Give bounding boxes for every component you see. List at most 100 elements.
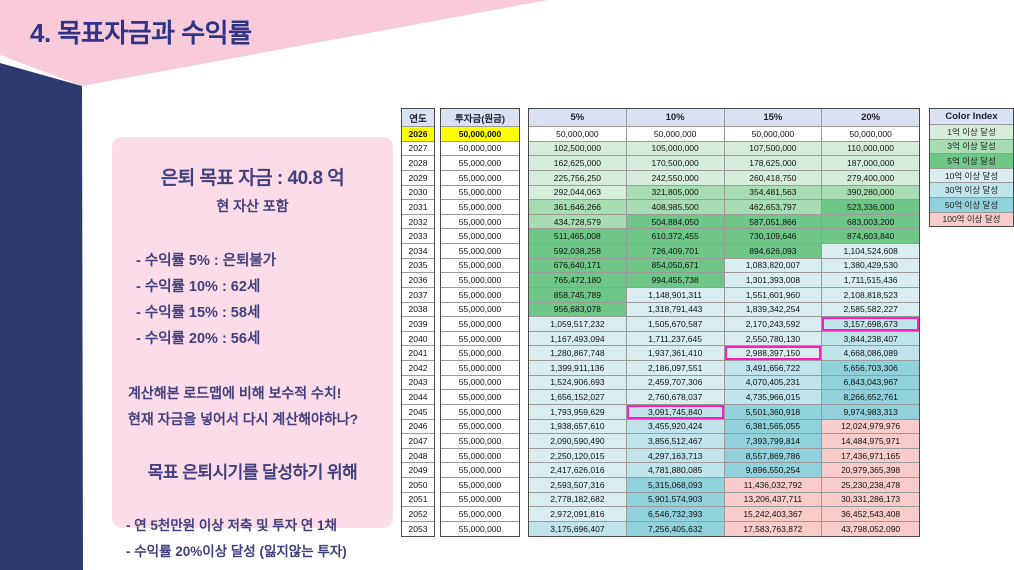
return-cell: 225,756,250 <box>529 170 626 185</box>
return-cell: 3,175,696,407 <box>529 521 626 536</box>
return-cell: 7,256,405,632 <box>625 521 724 536</box>
table-row: 55,000,000 <box>441 316 519 331</box>
principal-cell: 50,000,000 <box>458 143 502 154</box>
return-cell: 20,979,365,398 <box>821 463 919 477</box>
return-cell: 1,280,867,748 <box>529 346 626 360</box>
return-cell: 730,109,646 <box>723 229 822 243</box>
table-row: 2030 <box>402 184 434 200</box>
table-row: 55,000,000 <box>441 257 519 273</box>
rate-header: 5% <box>529 109 626 126</box>
rate-bullet: - 수익률 10% : 62세 <box>136 279 261 295</box>
principal-cell: 55,000,000 <box>458 392 502 403</box>
goal-bullet: - 연 5천만원 이상 저축 및 투자 연 1채 <box>126 518 337 533</box>
return-cell: 1,505,670,587 <box>625 317 724 331</box>
table-row: 55,000,000 <box>441 345 519 360</box>
year-cell: 2029 <box>408 172 428 183</box>
table-row: 55,000,000 <box>441 199 519 214</box>
table-row: 55,000,000 <box>441 330 519 346</box>
color-index-title: Color Index <box>930 109 1013 124</box>
table-row: 50,000,000 <box>441 126 519 141</box>
return-cell: 1,059,517,232 <box>529 317 626 331</box>
table-row: 1,656,152,027 2,760,678,037 4,735,966,015 8… <box>529 389 919 404</box>
table-row: 858,745,789 1,148,901,311 1,551,601,960 2,1… <box>529 286 919 302</box>
year-column-table: 연도 2026 2027 2028 2029 2030 2031 2032 2033 2034 20… <box>401 108 435 537</box>
return-cell: 4,668,086,089 <box>821 346 919 360</box>
table-row: 55,000,000 <box>441 360 519 375</box>
principal-cell: 55,000,000 <box>458 479 502 490</box>
return-cell: 50,000,000 <box>529 127 626 141</box>
year-cell: 2049 <box>408 465 428 476</box>
table-row: 225,756,250 242,550,000 260,418,750 279,400… <box>529 169 919 185</box>
table-row: 2039 <box>402 316 434 331</box>
year-cell: 2048 <box>408 450 428 461</box>
table-row: 1,793,959,629 3,091,745,840 5,501,360,918 9… <box>529 403 919 419</box>
return-cell: 390,280,000 <box>821 185 919 200</box>
return-cell: 610,372,455 <box>625 229 724 243</box>
return-cell: 162,625,000 <box>529 156 626 170</box>
table-row: 2,090,590,490 3,856,512,467 7,393,799,814 1… <box>529 433 919 448</box>
principal-cell: 55,000,000 <box>458 289 502 300</box>
return-cell: 408,985,500 <box>625 200 724 214</box>
rate-header: 20% <box>821 109 919 126</box>
principal-cell: 55,000,000 <box>458 158 502 169</box>
table-row: 2046 <box>402 418 434 434</box>
return-cell: 187,000,000 <box>821 156 919 170</box>
principal-cell: 55,000,000 <box>458 187 502 198</box>
return-cell: 361,646,266 <box>529 200 626 214</box>
principal-cell: 55,000,000 <box>458 406 502 417</box>
return-cell: 13,206,437,711 <box>723 492 822 507</box>
year-cell: 2052 <box>408 509 428 520</box>
table-row: 10억 이상 달성 <box>930 167 1013 183</box>
return-cell: 683,003,200 <box>821 214 919 229</box>
return-cell: 3,491,656,722 <box>723 361 822 375</box>
return-cell: 5,656,703,306 <box>821 361 919 375</box>
rate-bullet-list: - 수익률 5% : 은퇴불가 - 수익률 10% : 62세 - 수익률 15… <box>136 248 393 352</box>
goal-bullet-list: - 연 5천만원 이상 저축 및 투자 연 1채 - 수익률 20%이상 달성 … <box>126 513 393 565</box>
return-cell: 2,170,243,592 <box>723 317 822 331</box>
table-row: 55,000,000 <box>441 243 519 258</box>
year-header: 연도 <box>402 109 434 126</box>
table-row: 676,640,171 854,050,671 1,083,820,007 1,380… <box>529 257 919 273</box>
table-row: 5억 이상 달성 <box>930 153 1013 168</box>
table-row: 2,250,120,015 4,297,163,713 8,557,869,786 1… <box>529 447 919 463</box>
retirement-target-title: 은퇴 목표 자금 : 40.8 억 <box>160 168 345 189</box>
table-row: 2035 <box>402 257 434 273</box>
pink-header-band <box>0 0 548 86</box>
table-row: 2,972,091,816 6,546,732,393 15,242,403,367… <box>529 506 919 521</box>
principal-cell: 55,000,000 <box>458 348 502 359</box>
return-cell: 2,550,780,130 <box>723 331 822 346</box>
year-cell: 2034 <box>408 245 428 256</box>
return-cell: 1,839,342,254 <box>723 302 822 317</box>
return-cell: 9,974,983,313 <box>821 404 919 419</box>
return-cell: 170,500,000 <box>625 156 724 170</box>
return-cell: 2,459,707,306 <box>625 375 724 390</box>
table-row: 592,038,258 726,409,701 894,626,093 1,104,5… <box>529 243 919 258</box>
return-cell: 2,417,626,016 <box>529 463 626 477</box>
year-cell: 2046 <box>408 421 428 432</box>
table-row: 1,524,906,693 2,459,707,306 4,070,405,231 6… <box>529 374 919 390</box>
table-row: 2052 <box>402 506 434 521</box>
principal-cell: 55,000,000 <box>458 275 502 286</box>
table-row: 50,000,000 50,000,000 50,000,000 50,000,000 <box>529 126 919 141</box>
table-row: 765,472,180 994,455,738 1,301,393,008 1,711… <box>529 272 919 287</box>
color-index-item: 3억 이상 달성 <box>930 139 1013 154</box>
principal-header: 투자금(원금) <box>441 109 519 126</box>
return-cell: 1,656,152,027 <box>529 390 626 404</box>
rate-header: 15% <box>723 109 822 126</box>
table-row: 1,059,517,232 1,505,670,587 2,170,243,592 3… <box>529 316 919 331</box>
table-row: 2047 <box>402 433 434 448</box>
return-cell: 5,315,068,093 <box>625 478 724 492</box>
table-row: 2,593,507,316 5,315,068,093 11,436,032,792… <box>529 477 919 492</box>
color-index-item: 30억 이상 달성 <box>930 183 1013 197</box>
return-cell: 321,805,000 <box>625 185 724 200</box>
year-cell: 2050 <box>408 479 428 490</box>
return-cell: 587,051,866 <box>723 214 822 229</box>
return-cell: 676,640,171 <box>529 258 626 273</box>
return-cell: 4,735,966,015 <box>723 390 822 404</box>
return-cell: 110,000,000 <box>821 141 919 156</box>
table-row: 55,000,000 <box>441 213 519 229</box>
table-row: 2033 <box>402 228 434 243</box>
return-cell: 292,044,063 <box>529 185 626 200</box>
note-line: 현재 자금을 넣어서 다시 계산해야하나? <box>128 411 359 427</box>
